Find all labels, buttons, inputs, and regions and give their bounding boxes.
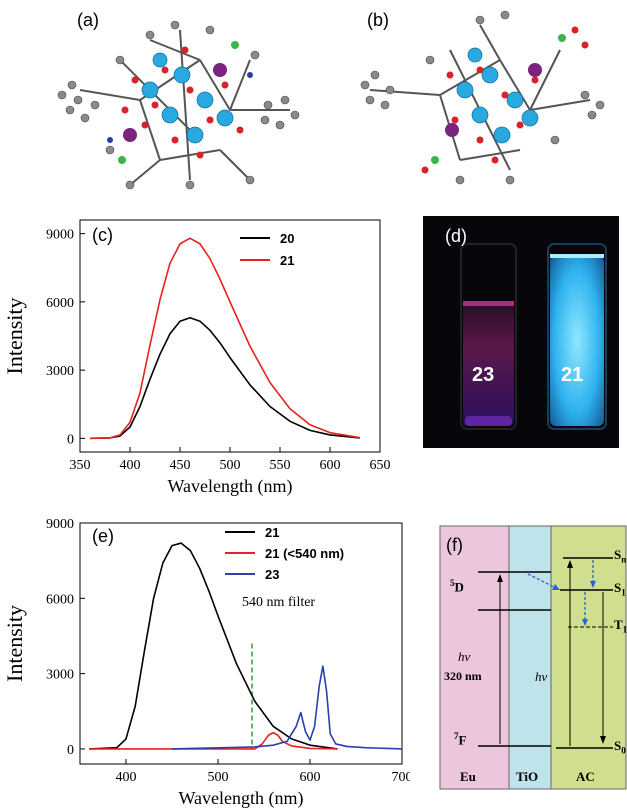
x-tick-label: 500 [208,770,229,785]
panel-f: (f) 5D 7F hv 320 nm hv Sn S1 T1 S0 Eu Ti… [438,524,627,794]
vial-label-23: 23 [472,364,495,386]
x-axis-label: Wavelength (nm) [167,476,292,497]
panel-label-f: (f) [446,535,463,555]
vial-label-21: 21 [561,364,584,386]
x-tick-label: 650 [370,458,391,473]
eu-region [439,525,510,790]
x-tick-label: 700 [392,770,411,785]
y-tick-label: 0 [67,743,74,758]
ac-region [550,525,627,790]
chart-c: 350 400 450 500 550 600 650 0 3000 6000 9000 Wavele… [2,219,391,497]
panel-label-e: (e) [92,526,114,546]
column-ac: AC [576,769,595,784]
x-tick-label: 350 [70,458,91,473]
legend-label: 20 [280,231,294,246]
panel-c: 350 400 450 500 550 600 650 0 3000 6000 9000 Wavele… [0,215,410,505]
level-s1: S1 [614,580,626,598]
x-tick-label: 600 [300,770,321,785]
panel-label-b: (b) [367,10,389,30]
series-line-21 [89,542,338,750]
level-s0: S0 [614,738,626,756]
panel-b: (b) [330,0,627,200]
y-tick-label: 9000 [46,228,74,243]
plot-frame [79,219,381,453]
y-axis-label: Intensity [2,605,27,682]
series-line-20 [89,317,361,440]
y-tick-label: 3000 [46,668,74,683]
plot-frame [79,522,403,765]
x-tick-label: 550 [270,458,291,473]
vial-photo [460,243,607,430]
excitation-wavelength: 320 nm [444,669,482,683]
panel-d: (d) 23 21 [423,216,619,448]
chart-e: 400 500 600 700 0 3000 6000 9000 Wavelength (nm)… [2,517,411,808]
tio-region [508,525,552,790]
hv-right: hv [535,669,548,684]
filter-annotation: 540 nm filter [242,595,316,610]
hv-left: hv [458,649,471,664]
x-tick-label: 500 [220,458,241,473]
molecular-structure-a [57,20,300,190]
level-7f: 7F [454,731,467,748]
column-eu: Eu [460,769,476,784]
panel-label-a: (a) [77,10,99,30]
y-tick-label: 6000 [46,592,74,607]
legend-label: 21 (<540 nm) [265,546,344,561]
molecular-structure-b [360,10,605,185]
legend-label: 21 [265,525,279,540]
x-axis-label: Wavelength (nm) [178,788,303,808]
x-tick-label: 600 [320,458,341,473]
y-axis-label: Intensity [2,298,27,375]
panel-label-d: (d) [445,226,467,246]
level-sn: Sn [614,547,627,565]
level-5d: 5D [450,578,464,595]
x-tick-label: 400 [120,458,141,473]
legend-label: 21 [280,253,294,268]
legend-label: 23 [265,567,279,582]
y-tick-label: 6000 [46,296,74,311]
panel-label-c: (c) [92,225,113,245]
vial-21 [550,256,604,426]
panel-a: (a) [0,0,320,200]
y-tick-label: 9000 [46,517,74,532]
y-tick-label: 0 [67,432,74,447]
panel-e: 400 500 600 700 0 3000 6000 9000 Wavelength (nm)… [0,515,410,808]
series-line-21 [89,237,361,440]
x-tick-label: 400 [116,770,137,785]
level-t1: T1 [614,617,627,635]
energy-diagram [439,525,627,790]
x-tick-label: 450 [170,458,191,473]
column-tio: TiO [516,769,539,784]
vial-23 [463,304,514,426]
y-tick-label: 3000 [46,364,74,379]
series-line-23 [171,665,403,750]
